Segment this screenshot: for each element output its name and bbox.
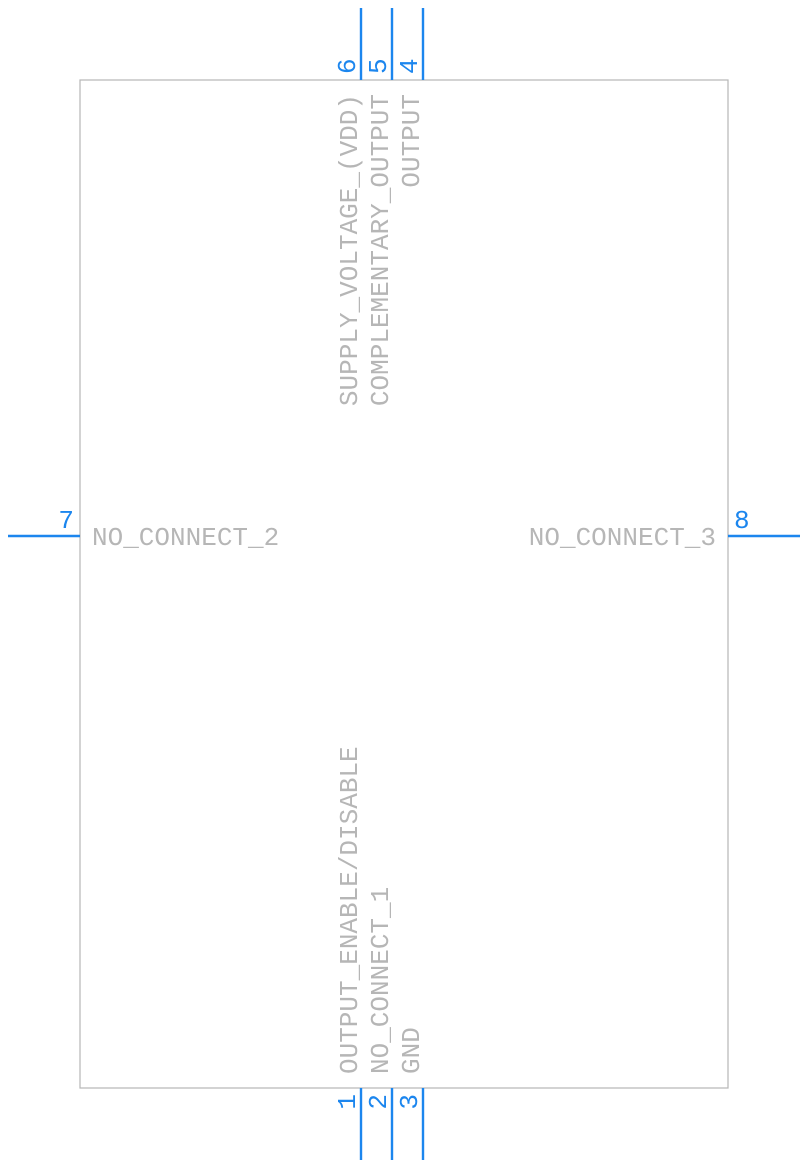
pin-1-number: 1: [333, 1094, 363, 1110]
pin-8-number: 8: [734, 506, 750, 536]
pin-7: 7 NO_CONNECT_2: [8, 506, 279, 553]
pin-5-label: COMPLEMENTARY_OUTPUT: [366, 94, 396, 406]
pin-8: 8 NO_CONNECT_3: [529, 506, 800, 553]
pin-1-label: OUTPUT_ENABLE/DISABLE: [335, 746, 365, 1074]
pin-3: 3 GND: [395, 1027, 427, 1160]
pin-4-label: OUTPUT: [397, 94, 427, 188]
pin-4-number: 4: [395, 58, 425, 74]
pin-4: 4 OUTPUT: [395, 8, 427, 188]
pin-5-number: 5: [364, 58, 394, 74]
pin-5: 5 COMPLEMENTARY_OUTPUT: [364, 8, 396, 406]
pin-7-label: NO_CONNECT_2: [92, 523, 279, 553]
pin-8-label: NO_CONNECT_3: [529, 523, 716, 553]
pin-6: 6 SUPPLY_VOLTAGE_(VDD): [333, 8, 365, 406]
package-outline: [80, 80, 728, 1088]
pin-2: 2 NO_CONNECT_1: [364, 887, 396, 1160]
pin-3-label: GND: [397, 1027, 427, 1074]
pin-3-number: 3: [395, 1094, 425, 1110]
pin-6-label: SUPPLY_VOLTAGE_(VDD): [335, 94, 365, 406]
schematic-symbol: 7 NO_CONNECT_2 8 NO_CONNECT_3 6 SUPPLY_VOLTAG…: [0, 0, 808, 1168]
pin-7-number: 7: [58, 506, 74, 536]
pin-2-number: 2: [364, 1094, 394, 1110]
pin-2-label: NO_CONNECT_1: [366, 887, 396, 1074]
pin-1: 1 OUTPUT_ENABLE/DISABLE: [333, 746, 365, 1160]
pin-6-number: 6: [333, 58, 363, 74]
